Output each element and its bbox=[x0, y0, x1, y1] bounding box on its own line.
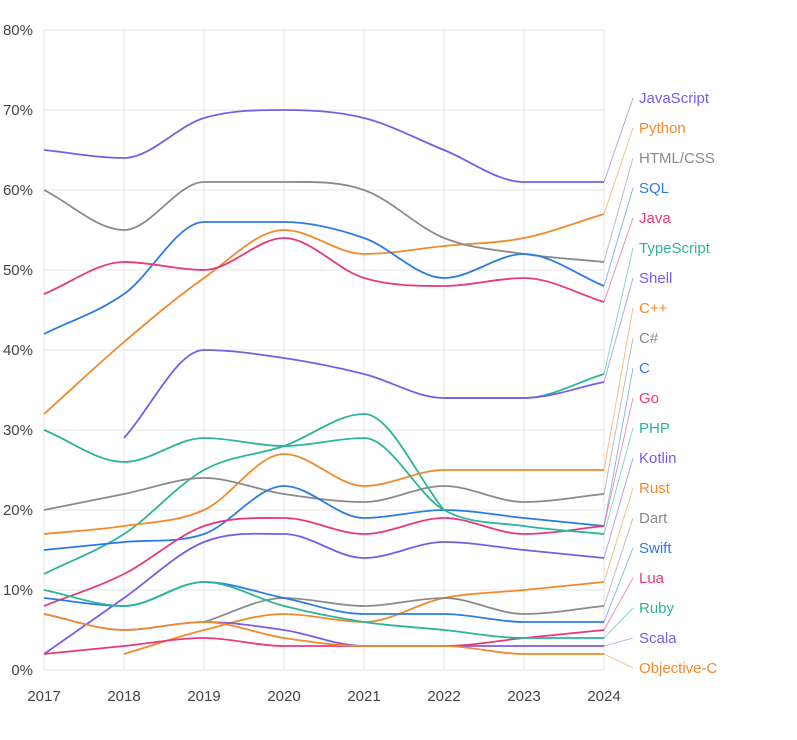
legend-leader-python bbox=[603, 127, 634, 215]
legend-leader-javascript bbox=[603, 97, 634, 183]
series-line-javascript bbox=[43, 109, 605, 183]
legend-label-shell: Shell bbox=[639, 270, 672, 287]
x-tick-label: 2023 bbox=[507, 688, 540, 705]
legend-leader-ruby bbox=[603, 607, 634, 639]
y-tick-label: 80% bbox=[3, 22, 33, 39]
legend-label-ruby: Ruby bbox=[639, 600, 675, 617]
legend-leader-dart bbox=[603, 517, 634, 607]
series-line-java bbox=[43, 237, 605, 303]
series-line-dart bbox=[203, 597, 605, 623]
series-line-csharp bbox=[43, 477, 605, 511]
legend-leader-objective-c bbox=[603, 653, 634, 669]
series-line-c bbox=[43, 485, 605, 551]
legend-leader-lua bbox=[603, 577, 634, 631]
series-line-shell bbox=[123, 349, 605, 439]
x-tick-label: 2018 bbox=[107, 688, 140, 705]
legend-label-csharp: C# bbox=[639, 330, 659, 347]
x-tick-label: 2017 bbox=[27, 688, 60, 705]
legend-leader-go bbox=[603, 397, 634, 527]
series-line-php bbox=[43, 429, 605, 535]
legend-label-go: Go bbox=[639, 390, 659, 407]
series-line-kotlin bbox=[43, 532, 605, 655]
series-line-go bbox=[43, 517, 605, 607]
legend-leader-java bbox=[603, 217, 634, 303]
y-tick-label: 30% bbox=[3, 422, 33, 439]
y-tick-label: 20% bbox=[3, 502, 33, 519]
y-tick-label: 60% bbox=[3, 182, 33, 199]
legend-leader-kotlin bbox=[603, 457, 634, 559]
legend-leader-cpp bbox=[603, 307, 634, 471]
legend-leader-scala bbox=[603, 637, 634, 647]
y-tick-label: 40% bbox=[3, 342, 33, 359]
legend-label-html-css: HTML/CSS bbox=[639, 150, 715, 167]
series-line-cpp bbox=[43, 453, 604, 535]
legend-label-cpp: C++ bbox=[639, 300, 668, 317]
series-line-python bbox=[43, 213, 605, 415]
legend-label-java: Java bbox=[639, 210, 671, 227]
legend-leader-php bbox=[603, 427, 634, 535]
legend-label-kotlin: Kotlin bbox=[639, 450, 677, 467]
x-tick-label: 2019 bbox=[187, 688, 220, 705]
legend-label-php: PHP bbox=[639, 420, 670, 437]
legend-leader-typescript bbox=[603, 247, 634, 375]
legend-leader-rust bbox=[603, 487, 634, 583]
legend-label-dart: Dart bbox=[639, 510, 668, 527]
grid-lines bbox=[43, 29, 605, 671]
y-tick-label: 70% bbox=[3, 102, 33, 119]
legend-label-swift: Swift bbox=[639, 540, 672, 557]
legend-leader-sql bbox=[603, 187, 634, 287]
legend-leader-lines bbox=[603, 97, 634, 669]
y-tick-label: 50% bbox=[3, 262, 33, 279]
legend-label-javascript: JavaScript bbox=[639, 90, 710, 107]
series-line-html-css bbox=[43, 181, 605, 263]
legend-label-python: Python bbox=[639, 120, 686, 137]
legend-label-rust: Rust bbox=[639, 480, 671, 497]
legend: JavaScript Python HTML/CSS SQL Java TypeScrip… bbox=[639, 90, 718, 677]
x-tick-label: 2022 bbox=[427, 688, 460, 705]
series-line-segment bbox=[43, 413, 445, 575]
legend-label-lua: Lua bbox=[639, 570, 665, 587]
legend-leader-c bbox=[603, 367, 634, 527]
legend-label-sql: SQL bbox=[639, 180, 669, 197]
legend-label-typescript: TypeScript bbox=[639, 240, 711, 257]
legend-label-c: C bbox=[639, 360, 650, 377]
legend-label-objective-c: Objective-C bbox=[639, 660, 718, 677]
legend-leader-swift bbox=[603, 547, 634, 623]
y-axis-ticks: 0% 10% 20% 30% 40% 50% 60% 70% 80% bbox=[3, 22, 33, 679]
x-tick-label: 2024 bbox=[587, 688, 620, 705]
legend-leader-csharp bbox=[603, 337, 634, 495]
legend-label-scala: Scala bbox=[639, 630, 677, 647]
series-line-sql bbox=[43, 221, 605, 335]
legend-leader-shell bbox=[603, 277, 634, 383]
series-line-ruby bbox=[43, 581, 604, 639]
y-tick-label: 10% bbox=[3, 582, 33, 599]
x-axis-ticks: 2017 2018 2019 2020 2021 2022 2023 2024 bbox=[27, 688, 620, 705]
series-line-lua bbox=[43, 629, 605, 655]
y-tick-label: 0% bbox=[11, 662, 33, 679]
legend-leader-html-css bbox=[603, 157, 634, 263]
x-tick-label: 2021 bbox=[347, 688, 380, 705]
series-line-objective-c bbox=[43, 613, 604, 655]
series-lines bbox=[43, 109, 605, 655]
x-tick-label: 2020 bbox=[267, 688, 300, 705]
